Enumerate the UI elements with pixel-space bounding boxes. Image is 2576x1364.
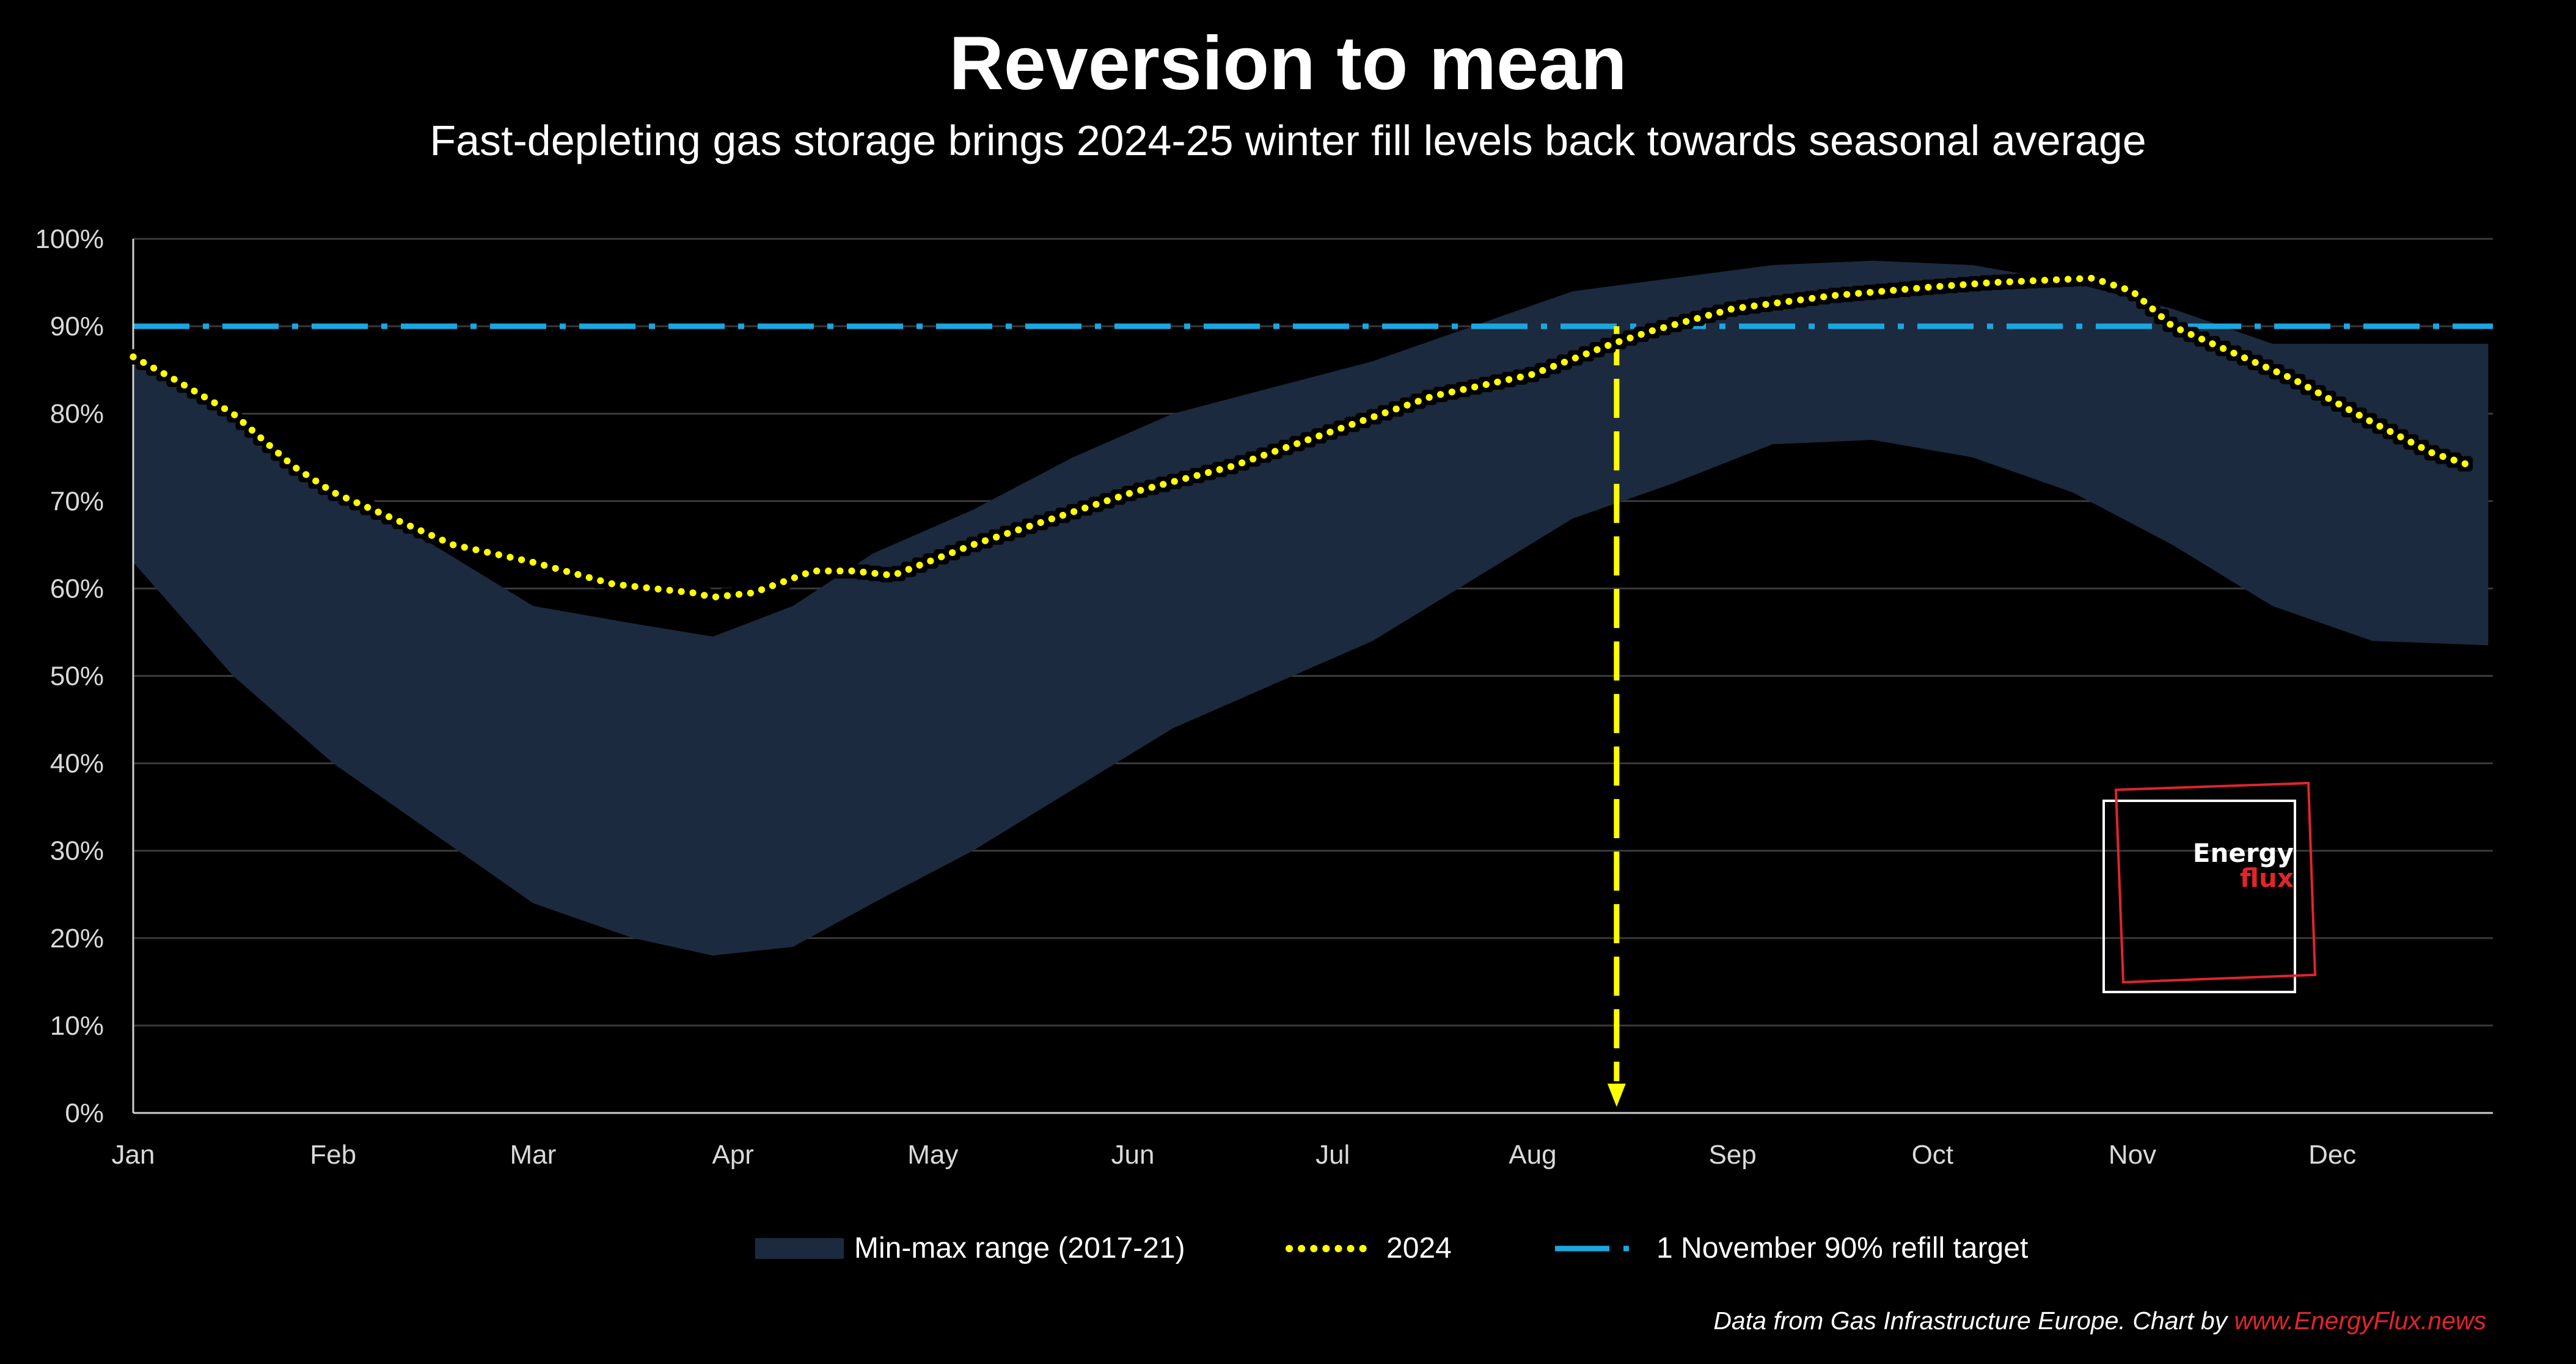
- x-tick-label: Dec: [2308, 1140, 2356, 1170]
- legend-band-swatch: [755, 1238, 844, 1259]
- legend-band-label: Min-max range (2017-21): [854, 1232, 1185, 1264]
- logo-text-flux: flux: [2240, 863, 2294, 893]
- legend: Min-max range (2017-21) 2024 1 November …: [755, 1232, 2028, 1264]
- y-tick-label: 10%: [50, 1011, 104, 1041]
- y-tick-label: 40%: [50, 749, 104, 779]
- y-tick-label: 50%: [50, 662, 104, 691]
- x-tick-label: Apr: [712, 1140, 753, 1170]
- source-text: Data from Gas Infrastructure Europe. Cha…: [1713, 1307, 2234, 1335]
- y-tick-label: 100%: [35, 224, 104, 254]
- arrow-layer: [1607, 326, 1626, 1107]
- x-tick-label: Mar: [510, 1140, 557, 1170]
- legend-target-label: 1 November 90% refill target: [1656, 1232, 2028, 1264]
- logo-frame-white: [2102, 800, 2296, 993]
- series-2024-line: [130, 274, 2476, 601]
- y-tick-label: 70%: [50, 486, 104, 516]
- x-tick-label: Jun: [1111, 1140, 1155, 1170]
- x-tick-label: May: [907, 1140, 958, 1170]
- logo-text-energy: Energy: [2193, 838, 2294, 868]
- x-tick-label: Jan: [112, 1140, 155, 1170]
- x-axis-ticks: Jan Feb Mar Apr May Jun Jul Aug Sep Oct Nov Dec: [112, 1140, 2357, 1170]
- x-tick-label: Jul: [1315, 1140, 1350, 1170]
- chart-subtitle: Fast-depleting gas storage brings 2024-2…: [430, 117, 2146, 164]
- source-note: Data from Gas Infrastructure Europe. Cha…: [1713, 1307, 2486, 1335]
- energyflux-logo: Energy flux: [2102, 781, 2317, 993]
- x-tick-label: Oct: [1912, 1140, 1953, 1170]
- source-link[interactable]: www.EnergyFlux.news: [2234, 1307, 2486, 1335]
- band-layer: [133, 260, 2489, 956]
- y-tick-label: 80%: [50, 399, 104, 429]
- band-area: [133, 260, 2489, 956]
- y-tick-label: 20%: [50, 924, 104, 954]
- x-tick-label: Aug: [1509, 1140, 1556, 1170]
- annotation-arrow-head: [1607, 1084, 1626, 1107]
- y-axis-ticks: 0% 10% 20% 30% 40% 50% 60% 70% 80% 90% 100%: [35, 224, 104, 1128]
- y-tick-label: 30%: [50, 836, 104, 866]
- x-tick-label: Feb: [310, 1140, 356, 1170]
- y-tick-label: 0%: [65, 1098, 104, 1128]
- chart-title: Reversion to mean: [949, 21, 1626, 106]
- series-2024: [130, 274, 2476, 601]
- y-tick-label: 90%: [50, 312, 104, 341]
- x-tick-label: Nov: [2109, 1140, 2156, 1170]
- series-layer: [130, 274, 2476, 601]
- legend-2024-label: 2024: [1386, 1232, 1452, 1264]
- y-tick-label: 60%: [50, 574, 104, 604]
- logo-frame-red: [2114, 781, 2317, 984]
- axes: [132, 239, 2493, 1114]
- x-tick-label: Sep: [1708, 1140, 1756, 1170]
